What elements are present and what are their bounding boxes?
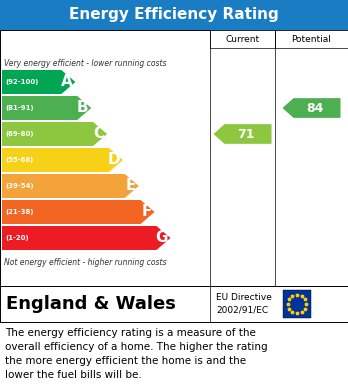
Text: overall efficiency of a home. The higher the rating: overall efficiency of a home. The higher…	[5, 342, 268, 352]
Text: (21-38): (21-38)	[5, 209, 33, 215]
Text: (69-80): (69-80)	[5, 131, 33, 137]
Text: C: C	[93, 127, 104, 142]
Text: The energy efficiency rating is a measure of the: The energy efficiency rating is a measur…	[5, 328, 256, 338]
Polygon shape	[2, 226, 171, 250]
Text: (81-91): (81-91)	[5, 105, 34, 111]
Polygon shape	[2, 70, 76, 94]
Text: lower the fuel bills will be.: lower the fuel bills will be.	[5, 370, 142, 380]
Polygon shape	[2, 200, 155, 224]
Text: (1-20): (1-20)	[5, 235, 29, 241]
Bar	[0, 0, 348, 30]
Text: A: A	[61, 75, 72, 90]
Text: D: D	[107, 152, 120, 167]
Polygon shape	[283, 98, 340, 118]
Text: Current: Current	[226, 34, 260, 43]
Text: F: F	[141, 204, 152, 219]
Text: the more energy efficient the home is and the: the more energy efficient the home is an…	[5, 356, 246, 366]
Text: 84: 84	[306, 102, 323, 115]
Text: (55-68): (55-68)	[5, 157, 33, 163]
Text: (92-100): (92-100)	[5, 79, 38, 85]
Polygon shape	[2, 148, 123, 172]
Polygon shape	[2, 174, 139, 198]
Bar	[283, 290, 311, 318]
Bar	[0, 30, 348, 286]
Bar	[275, 30, 348, 48]
Polygon shape	[2, 96, 91, 120]
Text: E: E	[125, 179, 136, 194]
Text: (39-54): (39-54)	[5, 183, 34, 189]
Text: Very energy efficient - lower running costs: Very energy efficient - lower running co…	[4, 59, 166, 68]
Text: 2002/91/EC: 2002/91/EC	[216, 306, 268, 315]
Text: 71: 71	[237, 127, 254, 140]
Text: EU Directive: EU Directive	[216, 293, 272, 302]
Text: Energy Efficiency Rating: Energy Efficiency Rating	[69, 7, 279, 23]
Text: Potential: Potential	[292, 34, 331, 43]
Text: England & Wales: England & Wales	[6, 295, 176, 313]
Bar	[0, 286, 348, 322]
Polygon shape	[2, 122, 107, 146]
Text: G: G	[155, 231, 167, 246]
Text: B: B	[77, 100, 88, 115]
Text: Not energy efficient - higher running costs: Not energy efficient - higher running co…	[4, 258, 166, 267]
Polygon shape	[214, 124, 271, 144]
Bar	[210, 30, 275, 48]
